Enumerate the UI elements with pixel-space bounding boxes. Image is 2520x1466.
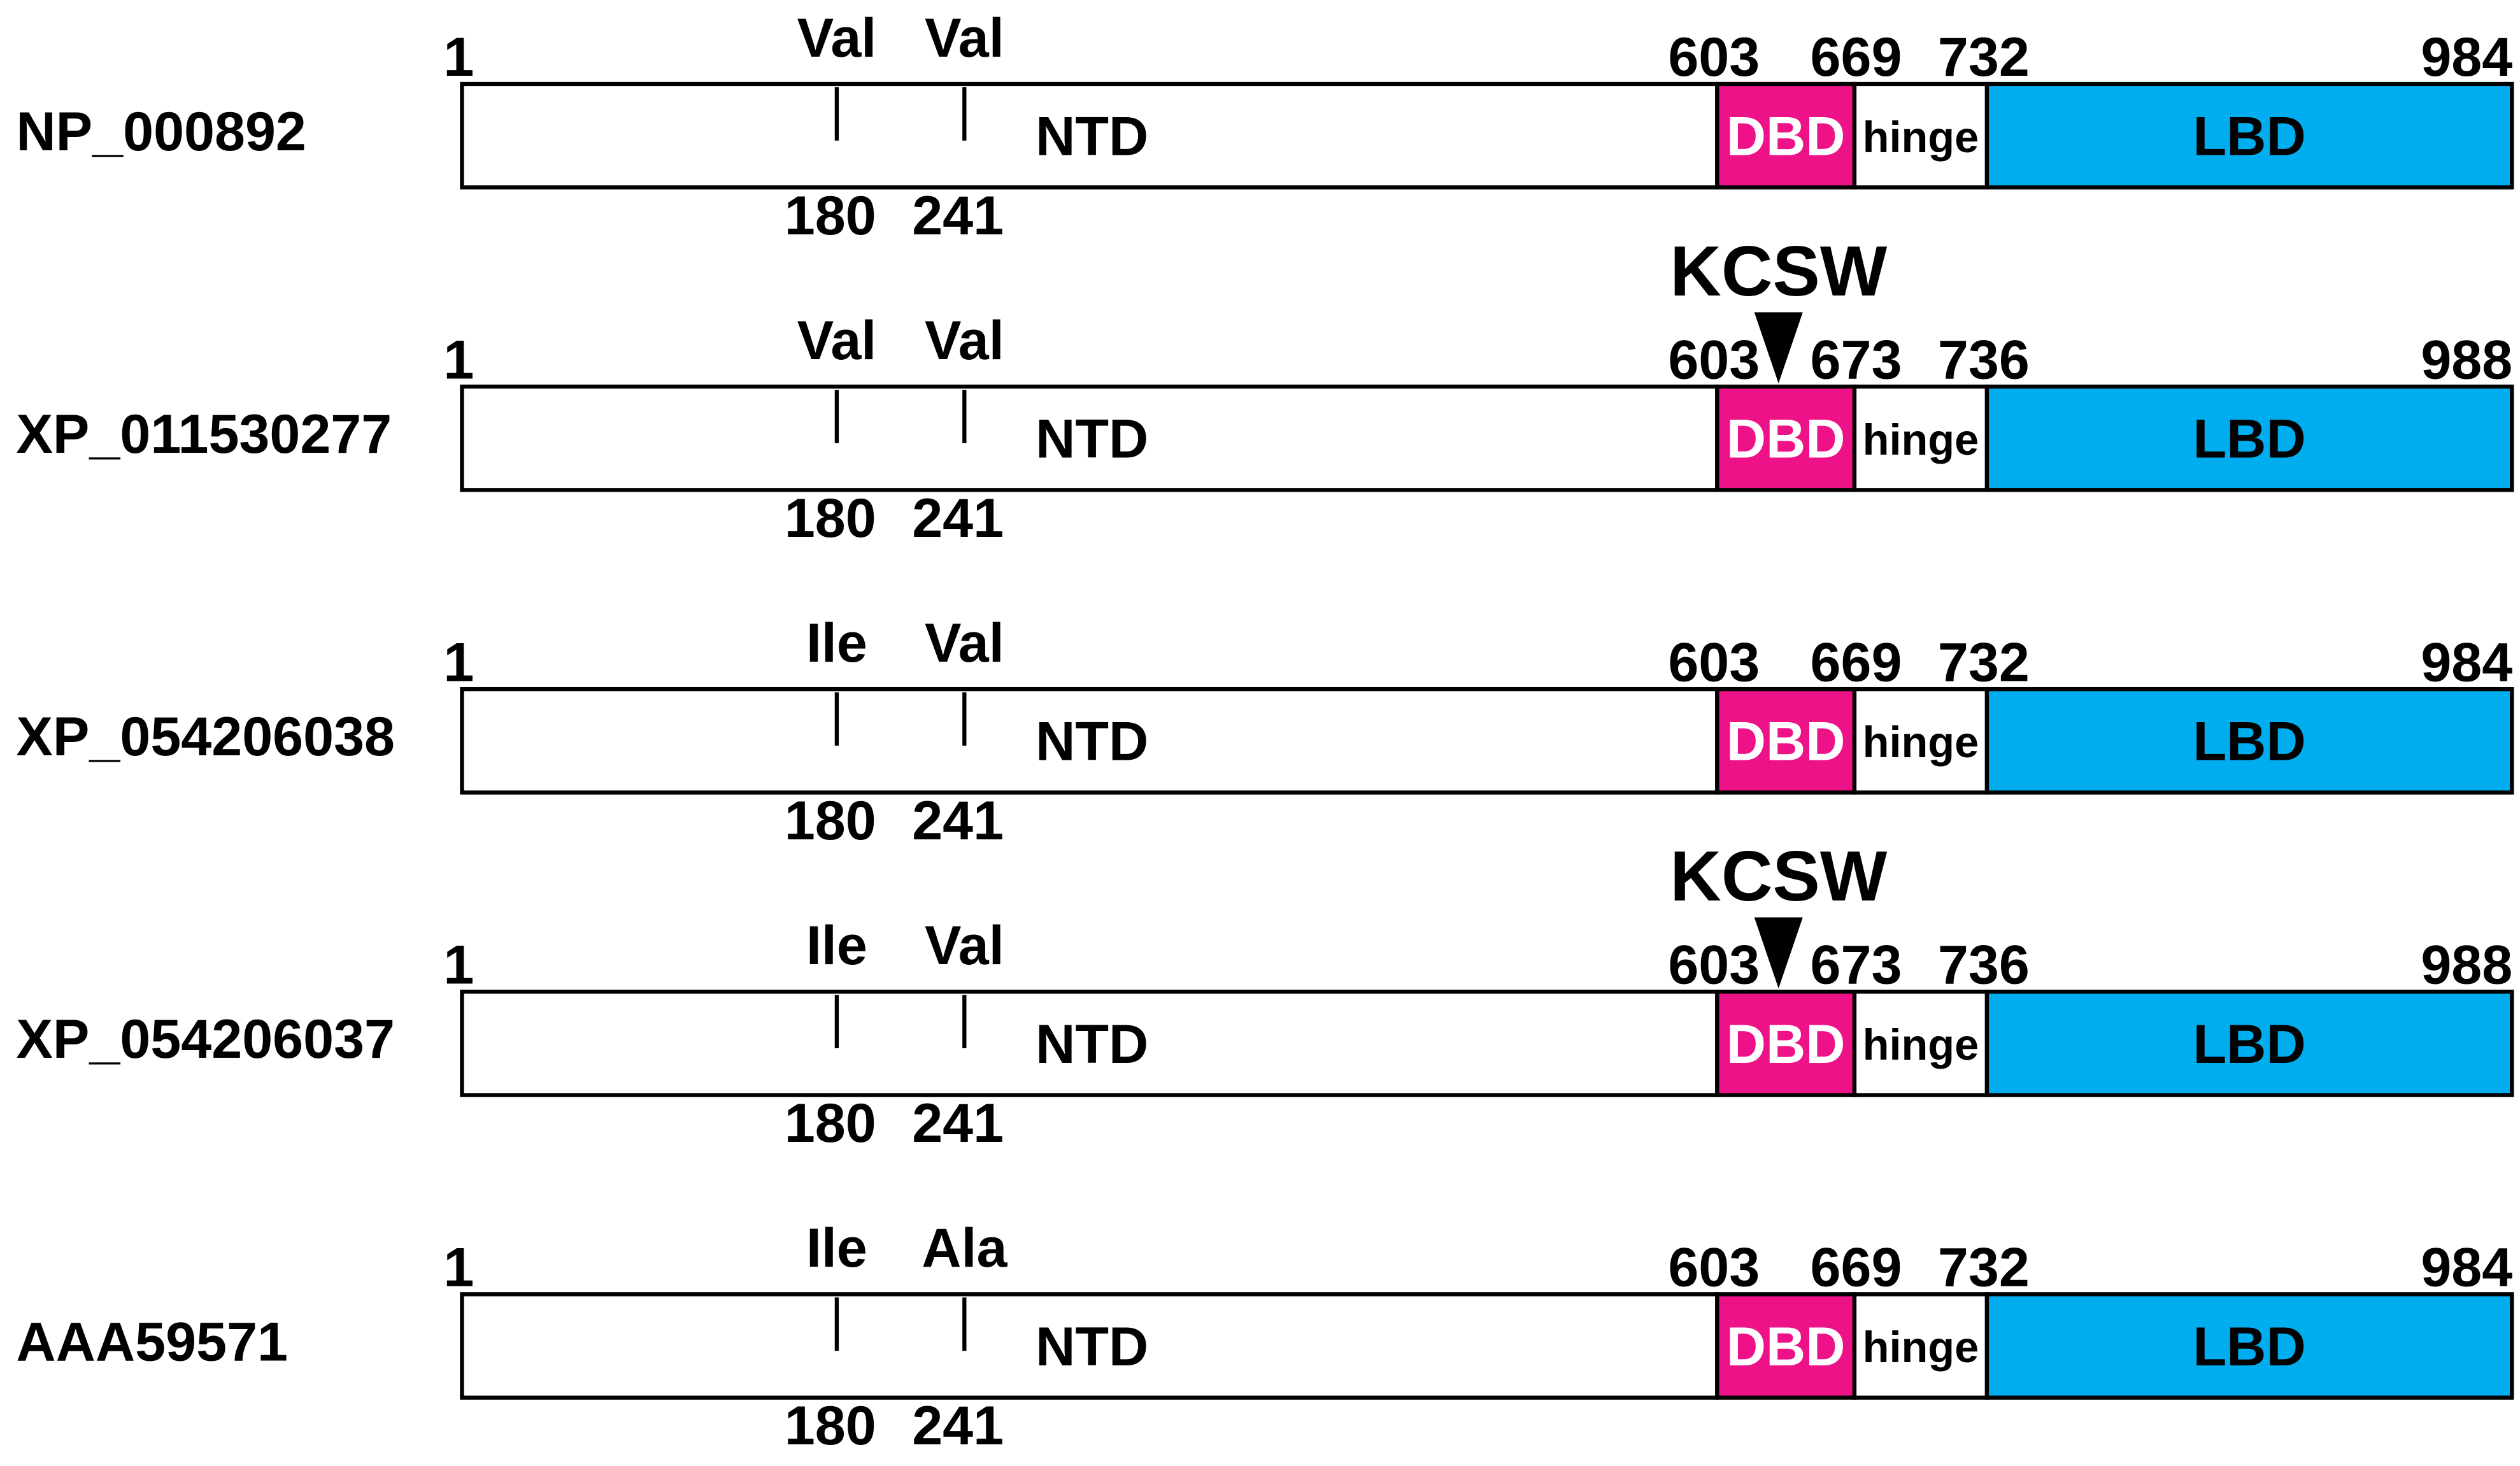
domain-label: NTD — [1036, 1014, 1148, 1075]
domain-label: DBD — [1726, 106, 1846, 167]
residue-position: 180 — [785, 790, 876, 851]
insertion-arrow — [1754, 917, 1803, 989]
hinge-region — [1852, 384, 1990, 492]
start-label: 1 — [443, 329, 474, 390]
start-label: 1 — [443, 934, 474, 995]
residue-name: Val — [925, 915, 1004, 976]
residue-position: 180 — [785, 488, 876, 549]
hinge-region — [1852, 687, 1990, 795]
residue-position: 180 — [785, 185, 876, 246]
domain-label: NTD — [1036, 711, 1148, 772]
domain-label: NTD — [1036, 106, 1148, 167]
boundary-label: 669 — [1811, 1237, 1902, 1299]
domain-label: NTD — [1036, 409, 1148, 470]
hinge-region — [1852, 82, 1990, 190]
domain-label: LBD — [2193, 711, 2306, 772]
boundary-label: 732 — [1938, 632, 2030, 693]
residue-position: 241 — [912, 1395, 1004, 1456]
domain-label: DBD — [1726, 409, 1846, 470]
dbd-region — [1715, 82, 1857, 190]
domain-label: DBD — [1726, 1014, 1846, 1075]
ntd-region — [460, 82, 1719, 190]
sequence-name: XP_054206037 — [16, 1009, 395, 1070]
sequence-name: AAA59571 — [16, 1311, 288, 1372]
dbd-region — [1715, 990, 1857, 1097]
domain-label: DBD — [1726, 1316, 1846, 1377]
boundary-label: 669 — [1811, 27, 1902, 88]
residue-position: 180 — [785, 1395, 876, 1456]
residue-position: 241 — [912, 488, 1004, 549]
residue-name: Ile — [806, 915, 867, 976]
boundary-label: 984 — [2421, 1237, 2512, 1299]
domain-label: LBD — [2193, 1014, 2306, 1075]
residue-position: 241 — [912, 1093, 1004, 1154]
residue-name: Val — [797, 8, 877, 69]
residue-name: Ile — [806, 613, 867, 674]
dbd-region — [1715, 1292, 1857, 1400]
sequence-name: NP_000892 — [16, 101, 306, 162]
ntd-region — [460, 990, 1719, 1097]
domain-label: DBD — [1726, 711, 1846, 772]
residue-name: Ile — [806, 1218, 867, 1279]
hinge-region — [1852, 1292, 1990, 1400]
insertion-arrow — [1754, 312, 1803, 383]
lbd-region — [1984, 1292, 2514, 1400]
residue-name: Ala — [922, 1218, 1007, 1279]
dbd-region — [1715, 687, 1857, 795]
domain-label: LBD — [2193, 409, 2306, 470]
residue-position: 180 — [785, 1093, 876, 1154]
insertion-label: KCSW — [1670, 836, 1888, 916]
dbd-region — [1715, 384, 1857, 492]
boundary-label: 603 — [1668, 934, 1760, 995]
residue-name: Val — [925, 8, 1004, 69]
domain-label: hinge — [1863, 113, 1979, 162]
insertion-label: KCSW — [1670, 231, 1888, 311]
ntd-region — [460, 1292, 1719, 1400]
residue-name: Val — [925, 310, 1004, 371]
residue-position: 241 — [912, 790, 1004, 851]
domain-label: hinge — [1863, 1323, 1979, 1372]
lbd-region — [1984, 687, 2514, 795]
domain-label: hinge — [1863, 718, 1979, 767]
lbd-region — [1984, 384, 2514, 492]
boundary-label: 603 — [1668, 329, 1760, 390]
domain-label: NTD — [1036, 1316, 1148, 1377]
boundary-label: 988 — [2421, 329, 2512, 390]
boundary-label: 669 — [1811, 632, 1902, 693]
start-label: 1 — [443, 27, 474, 88]
sequence-name: XP_011530277 — [16, 404, 392, 465]
boundary-label: 673 — [1811, 934, 1902, 995]
start-label: 1 — [443, 1237, 474, 1299]
domain-label: hinge — [1863, 415, 1979, 464]
boundary-label: 603 — [1668, 1237, 1760, 1299]
start-label: 1 — [443, 632, 474, 693]
residue-name: Val — [797, 310, 877, 371]
boundary-label: 736 — [1938, 934, 2030, 995]
lbd-region — [1984, 990, 2514, 1097]
sequence-name: XP_054206038 — [16, 706, 395, 767]
residue-position: 241 — [912, 185, 1004, 246]
boundary-label: 732 — [1938, 1237, 2030, 1299]
boundary-label: 603 — [1668, 27, 1760, 88]
boundary-label: 732 — [1938, 27, 2030, 88]
boundary-label: 984 — [2421, 632, 2512, 693]
domain-label: LBD — [2193, 1316, 2306, 1377]
boundary-label: 603 — [1668, 632, 1760, 693]
boundary-label: 988 — [2421, 934, 2512, 995]
boundary-label: 984 — [2421, 27, 2512, 88]
residue-name: Val — [925, 613, 1004, 674]
domain-label: hinge — [1863, 1020, 1979, 1069]
ntd-region — [460, 687, 1719, 795]
lbd-region — [1984, 82, 2514, 190]
domain-label: LBD — [2193, 106, 2306, 167]
boundary-label: 673 — [1811, 329, 1902, 390]
boundary-label: 736 — [1938, 329, 2030, 390]
